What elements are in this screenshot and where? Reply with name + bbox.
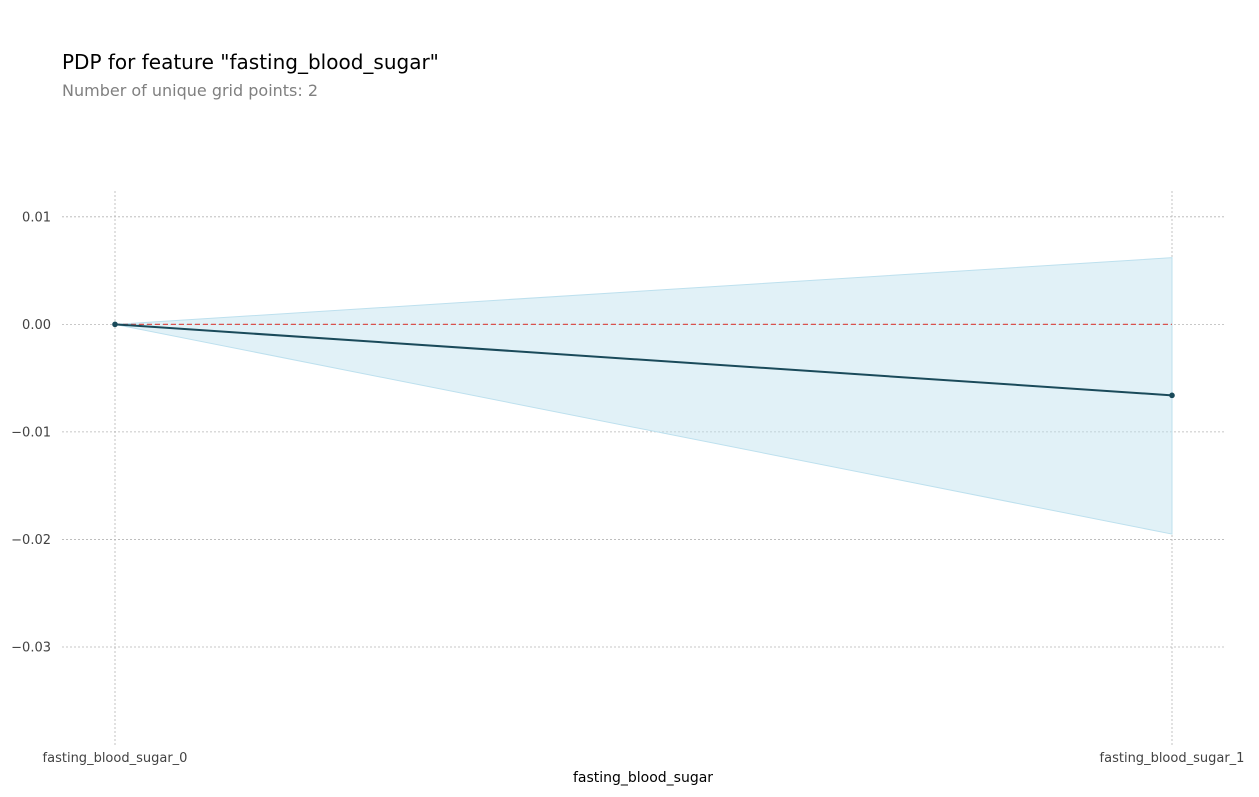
pdp-points-layer [112,321,1175,399]
y-tick-label: −0.01 [11,425,51,440]
pdp-line-layer [114,323,1173,397]
chart-title: PDP for feature "fasting_blood_sugar" [62,50,439,74]
pdp-line [114,323,1173,397]
pdp-point [1169,392,1175,399]
y-tick-label: −0.03 [11,640,51,655]
x-axis-label: fasting_blood_sugar [573,770,713,786]
chart-subtitle: Number of unique grid points: 2 [62,81,319,100]
y-tick-label: 0.01 [22,210,51,225]
confidence-band [114,257,1173,535]
confidence-band-layer [114,257,1173,535]
x-tick-labels: fasting_blood_sugar_0 fasting_blood_sugar… [43,751,1245,766]
y-tick-label: 0.00 [22,318,51,333]
x-tick-label: fasting_blood_sugar_0 [43,751,188,766]
y-tick-label: −0.02 [11,533,51,548]
x-tick-label: fasting_blood_sugar_1 [1100,751,1245,766]
y-tick-labels: 0.01 0.00 −0.01 −0.02 −0.03 [11,210,51,655]
pdp-point [112,321,118,328]
